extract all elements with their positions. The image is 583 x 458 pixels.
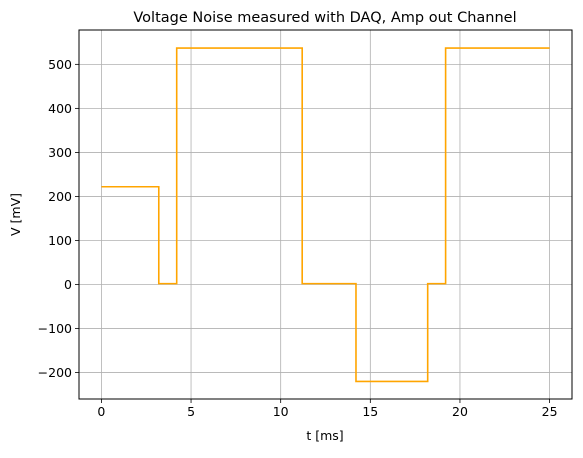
plot-frame <box>78 29 573 400</box>
y-tick-label: 100 <box>48 233 72 248</box>
x-tick-label: 5 <box>187 404 195 419</box>
series-group <box>101 47 550 383</box>
y-tick-label: 300 <box>48 145 72 160</box>
y-tick-label: 200 <box>48 189 72 204</box>
x-tick-label: 0 <box>97 404 105 419</box>
y-tick-label: 500 <box>48 57 72 72</box>
x-axis-label: t [ms] <box>306 428 343 443</box>
x-tick-label: 25 <box>542 404 558 419</box>
y-tick-label: −200 <box>38 365 72 380</box>
y-tick-label: 0 <box>64 277 72 292</box>
x-tick-label: 10 <box>273 404 289 419</box>
voltage-series-line <box>101 47 550 383</box>
grid-lines <box>79 30 572 399</box>
x-tick-label: 15 <box>362 404 378 419</box>
chart-title: Voltage Noise measured with DAQ, Amp out… <box>133 10 516 26</box>
y-axis-label: V [mV] <box>8 193 23 236</box>
x-axis-ticks: 0 5 10 15 20 25 <box>97 399 558 419</box>
y-tick-label: 400 <box>48 101 72 116</box>
y-tick-label: −100 <box>38 321 72 336</box>
x-tick-label: 20 <box>452 404 468 419</box>
y-axis-ticks: −200 −100 0 100 200 300 400 500 <box>38 57 79 380</box>
